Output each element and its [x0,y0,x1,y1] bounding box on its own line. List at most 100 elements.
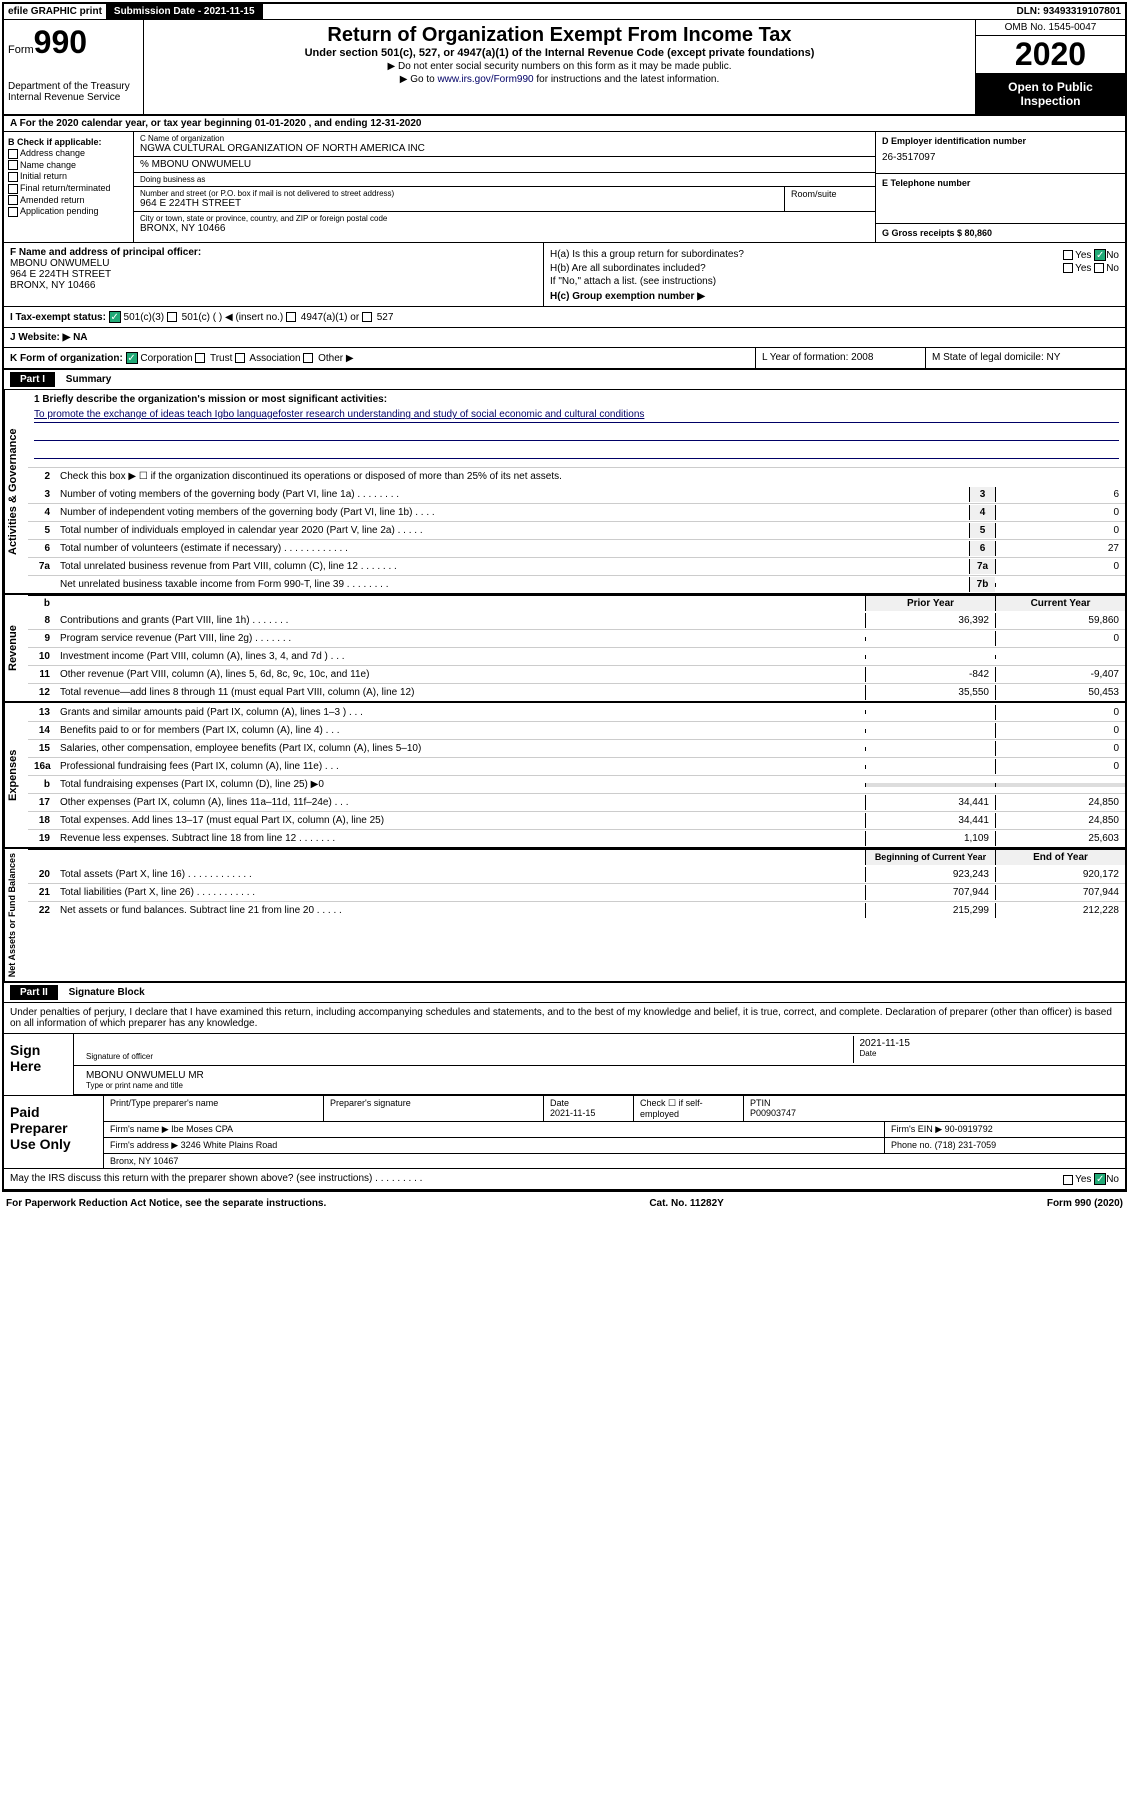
lbox: 7b [969,577,995,592]
col-end: End of Year [995,850,1125,865]
lval-prior: 707,944 [865,885,995,900]
checkbox-checked-icon[interactable]: ✓ [1094,249,1106,261]
sig-name: MBONU ONWUMELU MR Type or print name and… [80,1068,1119,1092]
checkbox-icon[interactable] [1063,1175,1073,1185]
footer-right: Form 990 (2020) [1047,1198,1123,1209]
lval-current: 24,850 [995,813,1125,828]
prep-row3: Firm's address ▶ 3246 White Plains Road … [104,1138,1125,1154]
form-number: Form990 [8,24,139,61]
checkbox-icon[interactable] [8,160,18,170]
dln: DLN: 93493319107801 [1012,4,1125,19]
lnum: 6 [28,541,56,556]
ltext: Total unrelated business revenue from Pa… [56,559,969,574]
checkbox-icon[interactable] [1094,263,1104,273]
checkbox-icon[interactable] [167,312,177,322]
hb-opts: Yes No [1063,263,1119,274]
checkbox-checked-icon[interactable]: ✓ [1094,1173,1106,1185]
ein-box: D Employer identification number 26-3517… [876,132,1125,174]
summary-line: 20Total assets (Part X, line 16) . . . .… [28,865,1125,883]
blank: b [28,596,56,611]
sign-here-label: Sign Here [4,1034,74,1095]
row-k: K Form of organization: ✓ Corporation Tr… [4,348,1125,370]
lnum: 7a [28,559,56,574]
row-l: L Year of formation: 2008 [755,348,925,368]
hb-lbl: H(b) Are all subordinates included? [550,263,706,274]
lnum: 17 [28,795,56,810]
ltext: Professional fundraising fees (Part IX, … [56,759,865,774]
topbar: efile GRAPHIC print Submission Date - 20… [4,4,1125,20]
prep-row2: Firm's name ▶ Ibe Moses CPA Firm's EIN ▶… [104,1122,1125,1138]
ltext: Salaries, other compensation, employee b… [56,741,865,756]
sig-line1: Signature of officer 2021-11-15 Date [74,1034,1125,1066]
checkbox-icon[interactable] [8,195,18,205]
lnum: 5 [28,523,56,538]
checkbox-icon[interactable] [235,353,245,363]
name-lbl: C Name of organization [140,134,869,143]
city-lbl: City or town, state or province, country… [140,214,869,223]
lval: 0 [995,523,1125,538]
checkbox-icon[interactable] [362,312,372,322]
prep-grid: Paid Preparer Use Only Print/Type prepar… [4,1095,1125,1168]
checkbox-icon[interactable] [8,207,18,217]
summary-line: 3Number of voting members of the governi… [28,485,1125,503]
col-begin: Beginning of Current Year [865,850,995,865]
col-f: F Name and address of principal officer:… [4,243,544,306]
lnum: 22 [28,903,56,918]
rev-section: Revenue b Prior Year Current Year 8Contr… [4,595,1125,703]
checkbox-icon[interactable] [1063,250,1073,260]
perjury-text: Under penalties of perjury, I declare th… [4,1003,1125,1033]
ein: 26-3517097 [882,146,1119,169]
row-i: I Tax-exempt status: ✓ 501(c)(3) 501(c) … [4,307,1125,328]
net-tab: Net Assets or Fund Balances [4,849,28,981]
sig-of[interactable]: Signature of officer [80,1036,854,1063]
checkbox-icon[interactable] [1063,263,1073,273]
checkbox-checked-icon[interactable]: ✓ [126,352,138,364]
lval-prior [865,783,995,787]
firm-phone: Phone no. (718) 231-7059 [885,1138,1125,1153]
lnum: 21 [28,885,56,900]
prep-selfemp: Check ☐ if self-employed [634,1096,744,1121]
lval-current: 24,850 [995,795,1125,810]
mission-lbl: 1 Briefly describe the organization's mi… [34,394,1119,405]
lval: 27 [995,541,1125,556]
lval-prior: 34,441 [865,813,995,828]
part2-hdr: Part II Signature Block [4,983,1125,1003]
summary-line: Net unrelated business taxable income fr… [28,575,1125,593]
lval-prior: 34,441 [865,795,995,810]
lval-prior [865,655,995,659]
checkbox-icon[interactable] [8,149,18,159]
exp-section: Expenses 13Grants and similar amounts pa… [4,703,1125,849]
rev-col-hdr: b Prior Year Current Year [28,595,1125,611]
ltext: Total number of individuals employed in … [56,523,969,538]
form-num: 990 [34,24,87,60]
gov-tab: Activities & Governance [4,390,28,593]
ltext: Total liabilities (Part X, line 26) . . … [56,885,865,900]
lval-prior: 36,392 [865,613,995,628]
lnum: 12 [28,685,56,700]
lval-current [995,783,1125,787]
lval-current: 212,228 [995,903,1125,918]
summary-line: 6Total number of volunteers (estimate if… [28,539,1125,557]
irs-link[interactable]: www.irs.gov/Form990 [437,74,533,85]
hc-lbl: H(c) Group exemption number ▶ [550,291,1119,302]
prep-right: Print/Type preparer's name Preparer's si… [104,1096,1125,1168]
summary-line: 11Other revenue (Part VIII, column (A), … [28,665,1125,683]
checkbox-icon[interactable] [286,312,296,322]
summary-line: 13Grants and similar amounts paid (Part … [28,703,1125,721]
mission-blank [34,445,1119,459]
col-current: Current Year [995,596,1125,611]
checkbox-icon[interactable] [195,353,205,363]
header-left: Form990 Department of the Treasury Inter… [4,20,144,114]
ltext: Investment income (Part VIII, column (A)… [56,649,865,664]
col-b: B Check if applicable: Address changeNam… [4,132,134,242]
hb-note: If "No," attach a list. (see instruction… [550,276,1119,287]
blank [28,850,865,865]
checkbox-icon[interactable] [8,172,18,182]
checkbox-checked-icon[interactable]: ✓ [109,311,121,323]
checkbox-icon[interactable] [8,184,18,194]
ltext: Total fundraising expenses (Part IX, col… [56,777,865,792]
checkbox-icon[interactable] [303,353,313,363]
lnum: 13 [28,705,56,720]
prep-ptin: PTINP00903747 [744,1096,1125,1121]
summary-line: 12Total revenue—add lines 8 through 11 (… [28,683,1125,701]
